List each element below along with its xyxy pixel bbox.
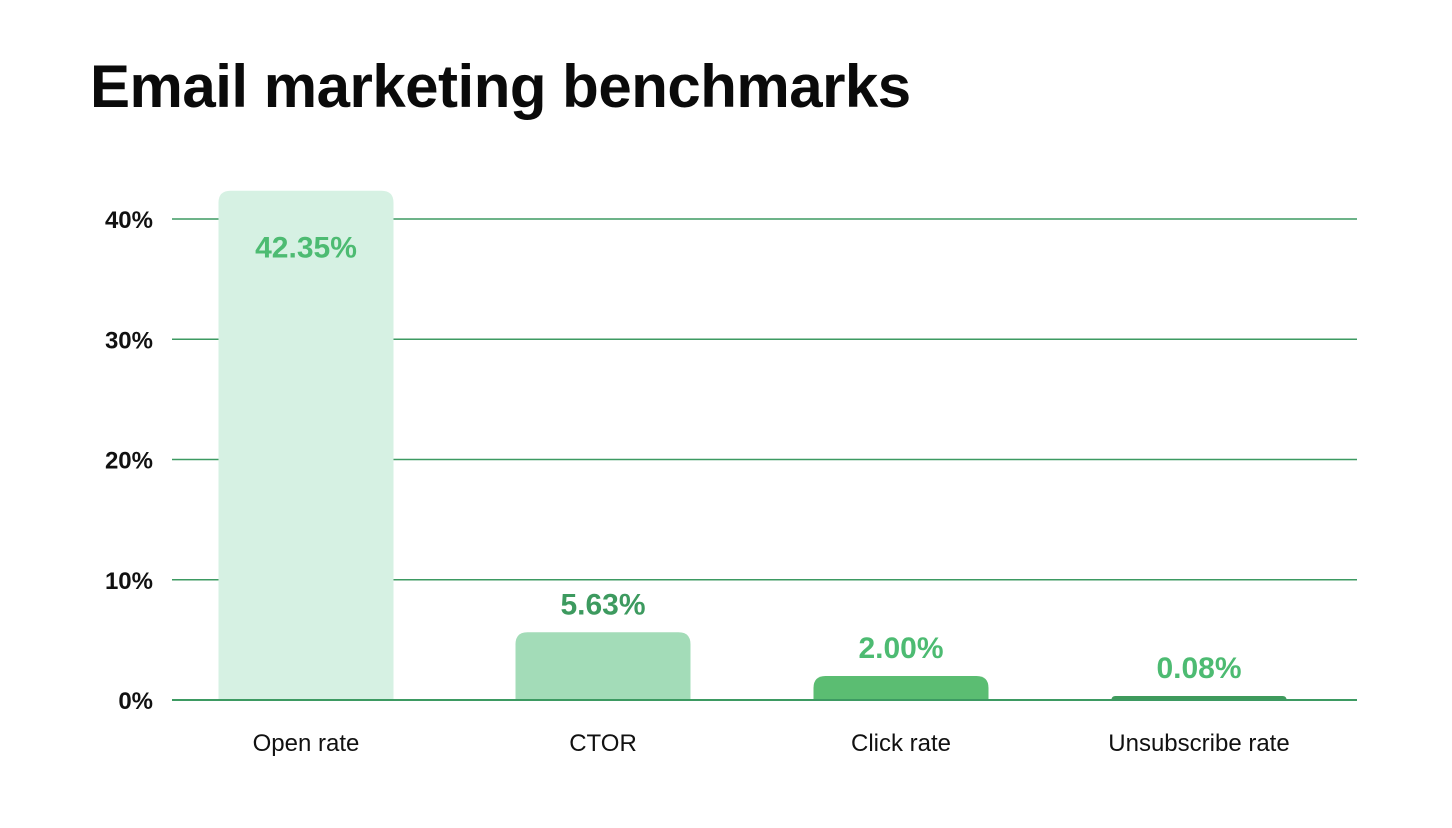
bar bbox=[218, 190, 394, 700]
y-tick-label: 0% bbox=[118, 688, 153, 715]
y-tick-label: 10% bbox=[105, 568, 153, 595]
chart-title: Email marketing benchmarks bbox=[90, 53, 911, 120]
x-tick-label: Unsubscribe rate bbox=[1108, 730, 1289, 757]
y-tick-label: 40% bbox=[105, 207, 153, 234]
y-tick-label: 20% bbox=[105, 448, 153, 475]
data-label: 0.08% bbox=[1156, 652, 1241, 685]
bar bbox=[813, 675, 989, 700]
x-tick-label: CTOR bbox=[569, 730, 637, 757]
bar bbox=[515, 632, 691, 700]
y-tick-label: 30% bbox=[105, 327, 153, 354]
data-label: 2.00% bbox=[858, 632, 943, 665]
data-label: 5.63% bbox=[560, 588, 645, 621]
x-tick-label: Click rate bbox=[851, 730, 951, 757]
x-tick-label: Open rate bbox=[253, 730, 360, 757]
data-label: 42.35% bbox=[255, 232, 357, 265]
